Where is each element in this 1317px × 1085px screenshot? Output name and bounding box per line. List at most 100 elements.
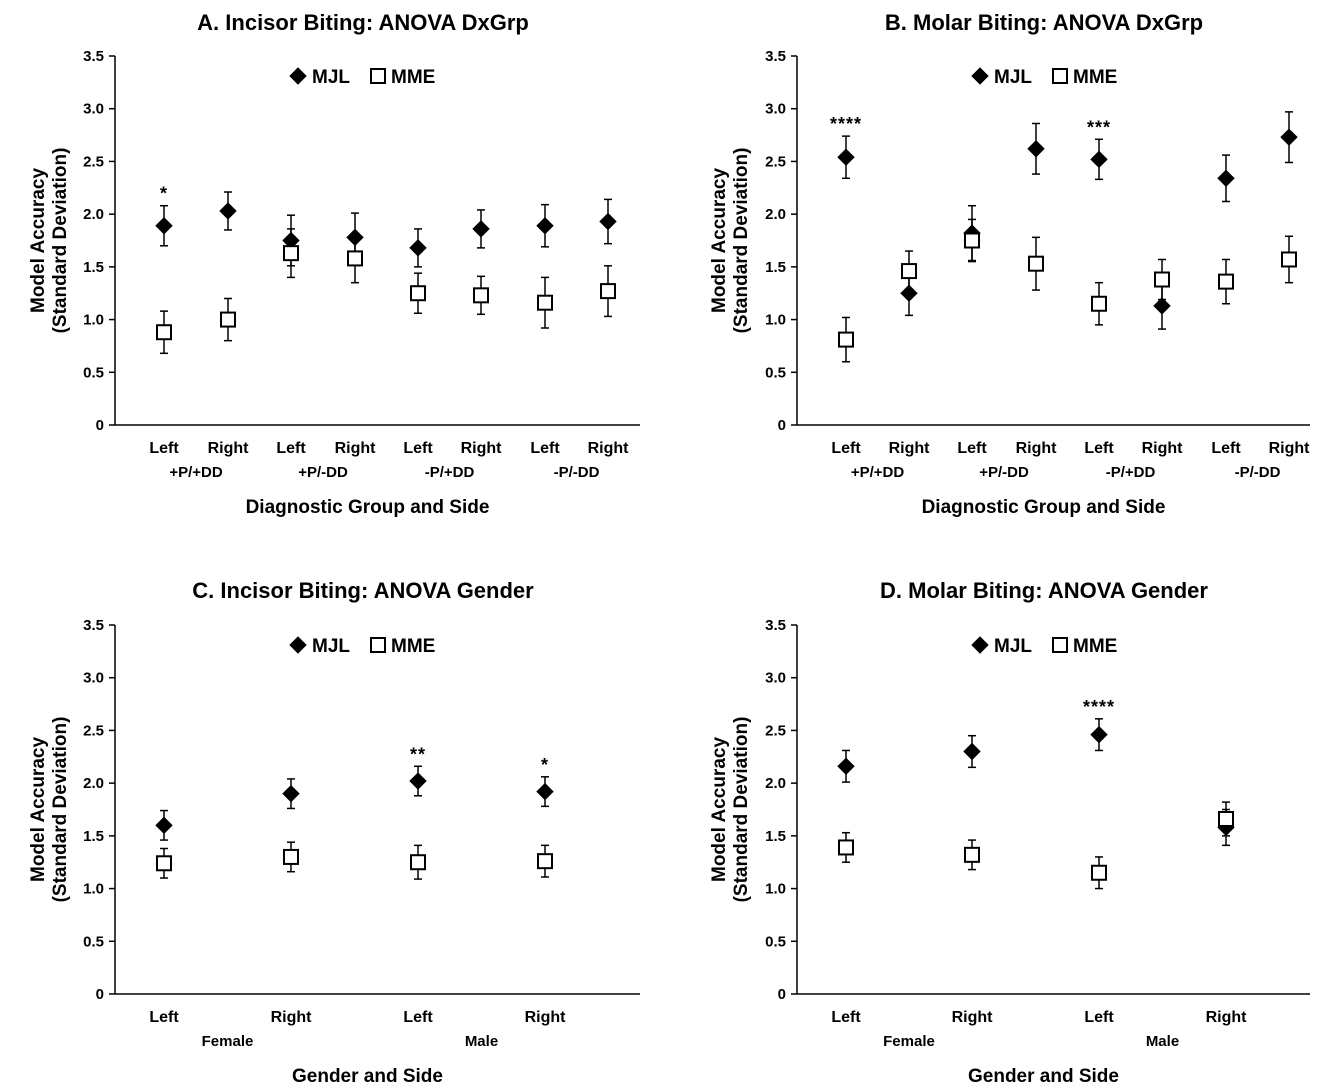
data-point-mjl — [155, 217, 173, 235]
data-point-mme — [156, 324, 172, 341]
x-tick-label: Right — [208, 440, 250, 457]
significance-marker: *** — [1087, 117, 1111, 137]
x-axis-label: Gender and Side — [292, 1066, 443, 1085]
y-tick-label: 2.0 — [83, 775, 104, 792]
significance-marker: ** — [410, 744, 426, 764]
y-tick-label: 0 — [778, 986, 786, 1003]
x-tick-label: Left — [1084, 440, 1114, 457]
y-tick-label: 2.5 — [83, 722, 104, 739]
data-point-mme — [1281, 251, 1297, 268]
data-point-mjl — [282, 784, 300, 803]
x-tick-label: Right — [952, 1009, 994, 1026]
data-point-mjl — [1217, 169, 1235, 188]
x-tick-label: Right — [461, 440, 503, 457]
x-group-label: -P/-DD — [1235, 464, 1281, 481]
y-tick-label: 0.5 — [765, 364, 786, 381]
x-tick-label: Left — [831, 440, 861, 457]
y-tick-label: 1.5 — [83, 259, 104, 276]
y-tick-label: 3.5 — [765, 48, 786, 65]
x-group-label: -P/-DD — [554, 464, 600, 481]
x-tick-label: Right — [525, 1009, 567, 1026]
data-point-mjl — [837, 757, 855, 775]
significance-marker: **** — [830, 114, 862, 134]
y-tick-label: 0 — [96, 986, 104, 1003]
data-point-mme — [838, 839, 854, 856]
y-tick-label: 0.5 — [765, 933, 786, 950]
legend-marker-mme — [370, 637, 386, 653]
y-tick-label: 1.5 — [765, 828, 786, 845]
x-group-label: Male — [1146, 1033, 1179, 1050]
x-tick-label: Right — [1269, 440, 1311, 457]
x-group-label: +P/+DD — [169, 464, 223, 481]
data-point-mjl — [409, 772, 427, 790]
data-point-mme — [537, 853, 553, 870]
x-axis-label: Gender and Side — [968, 1066, 1119, 1085]
data-point-mjl — [837, 148, 855, 166]
legend-label-mme: MME — [1073, 67, 1117, 88]
significance-marker: * — [160, 184, 168, 204]
x-group-label: -P/+DD — [425, 464, 475, 481]
x-group-label: +P/-DD — [298, 464, 348, 481]
data-point-mme — [473, 287, 489, 304]
data-point-mme — [156, 855, 172, 872]
data-point-mjl — [599, 212, 617, 231]
y-tick-label: 3.5 — [83, 48, 104, 65]
data-point-mme — [1091, 864, 1107, 881]
data-point-mme — [964, 232, 980, 249]
y-tick-label: 3.5 — [765, 617, 786, 634]
y-tick-label: 3.0 — [83, 101, 104, 118]
x-tick-label: Left — [149, 440, 179, 457]
y-tick-label: 1.0 — [83, 881, 104, 898]
legend-label-mme: MME — [1073, 636, 1117, 657]
chart-panel-c: C. Incisor Biting: ANOVA Gender 0 0.5 1.0 1.… — [28, 578, 640, 1085]
x-group-label: Female — [202, 1033, 254, 1050]
chart-title: B. Molar Biting: ANOVA DxGrp — [885, 10, 1203, 35]
y-tick-label: 1.5 — [765, 259, 786, 276]
x-group-label: Female — [883, 1033, 935, 1050]
x-tick-label: Left — [149, 1009, 179, 1026]
data-point-mme — [901, 263, 917, 280]
x-tick-label: Right — [271, 1009, 313, 1026]
legend-marker-mjl — [971, 67, 989, 85]
legend-label-mjl: MJL — [994, 67, 1032, 88]
y-axis-label: Model Accuracy(Standard Deviation) — [28, 148, 71, 334]
y-axis-label: Model Accuracy(Standard Deviation) — [28, 717, 71, 903]
y-tick-label: 1.0 — [83, 312, 104, 329]
chart-title: A. Incisor Biting: ANOVA DxGrp — [197, 10, 529, 35]
y-tick-label: 1.0 — [765, 881, 786, 898]
legend-marker-mme — [1052, 68, 1068, 84]
data-point-mjl — [963, 742, 981, 761]
data-point-mjl — [900, 284, 918, 302]
x-tick-label: Right — [1206, 1009, 1248, 1026]
data-point-mjl — [1027, 140, 1045, 158]
y-tick-label: 0 — [96, 417, 104, 434]
data-point-mme — [1091, 295, 1107, 312]
x-tick-label: Right — [889, 440, 931, 457]
data-point-mjl — [1153, 297, 1171, 315]
legend-marker-mme — [1052, 637, 1068, 653]
data-point-mjl — [536, 782, 554, 801]
x-tick-label: Right — [588, 440, 630, 457]
y-tick-label: 0 — [778, 417, 786, 434]
x-tick-label: Left — [957, 440, 987, 457]
y-axis-label-line: Model Accuracy — [28, 168, 49, 313]
x-tick-label: Left — [1084, 1009, 1114, 1026]
x-group-label: Male — [465, 1033, 498, 1050]
data-point-mme — [1218, 810, 1234, 827]
data-point-mjl — [1090, 725, 1108, 744]
legend-label-mjl: MJL — [312, 636, 350, 657]
data-point-mjl — [472, 220, 490, 238]
data-point-mjl — [1280, 128, 1298, 146]
x-group-label: -P/+DD — [1106, 464, 1156, 481]
significance-marker: * — [541, 755, 549, 775]
data-point-mme — [347, 250, 363, 267]
y-axis-label-line: (Standard Deviation) — [50, 717, 71, 903]
chart-panel-a: A. Incisor Biting: ANOVA DxGrp 0 0.5 1.0 1.5… — [28, 10, 640, 518]
legend-label-mme: MME — [391, 636, 435, 657]
y-axis-label-line: (Standard Deviation) — [50, 148, 71, 334]
y-axis-label: Model Accuracy(Standard Deviation) — [709, 148, 752, 334]
y-tick-label: 2.5 — [765, 153, 786, 170]
legend-marker-mjl — [971, 636, 989, 654]
y-axis-label-line: (Standard Deviation) — [731, 717, 752, 903]
